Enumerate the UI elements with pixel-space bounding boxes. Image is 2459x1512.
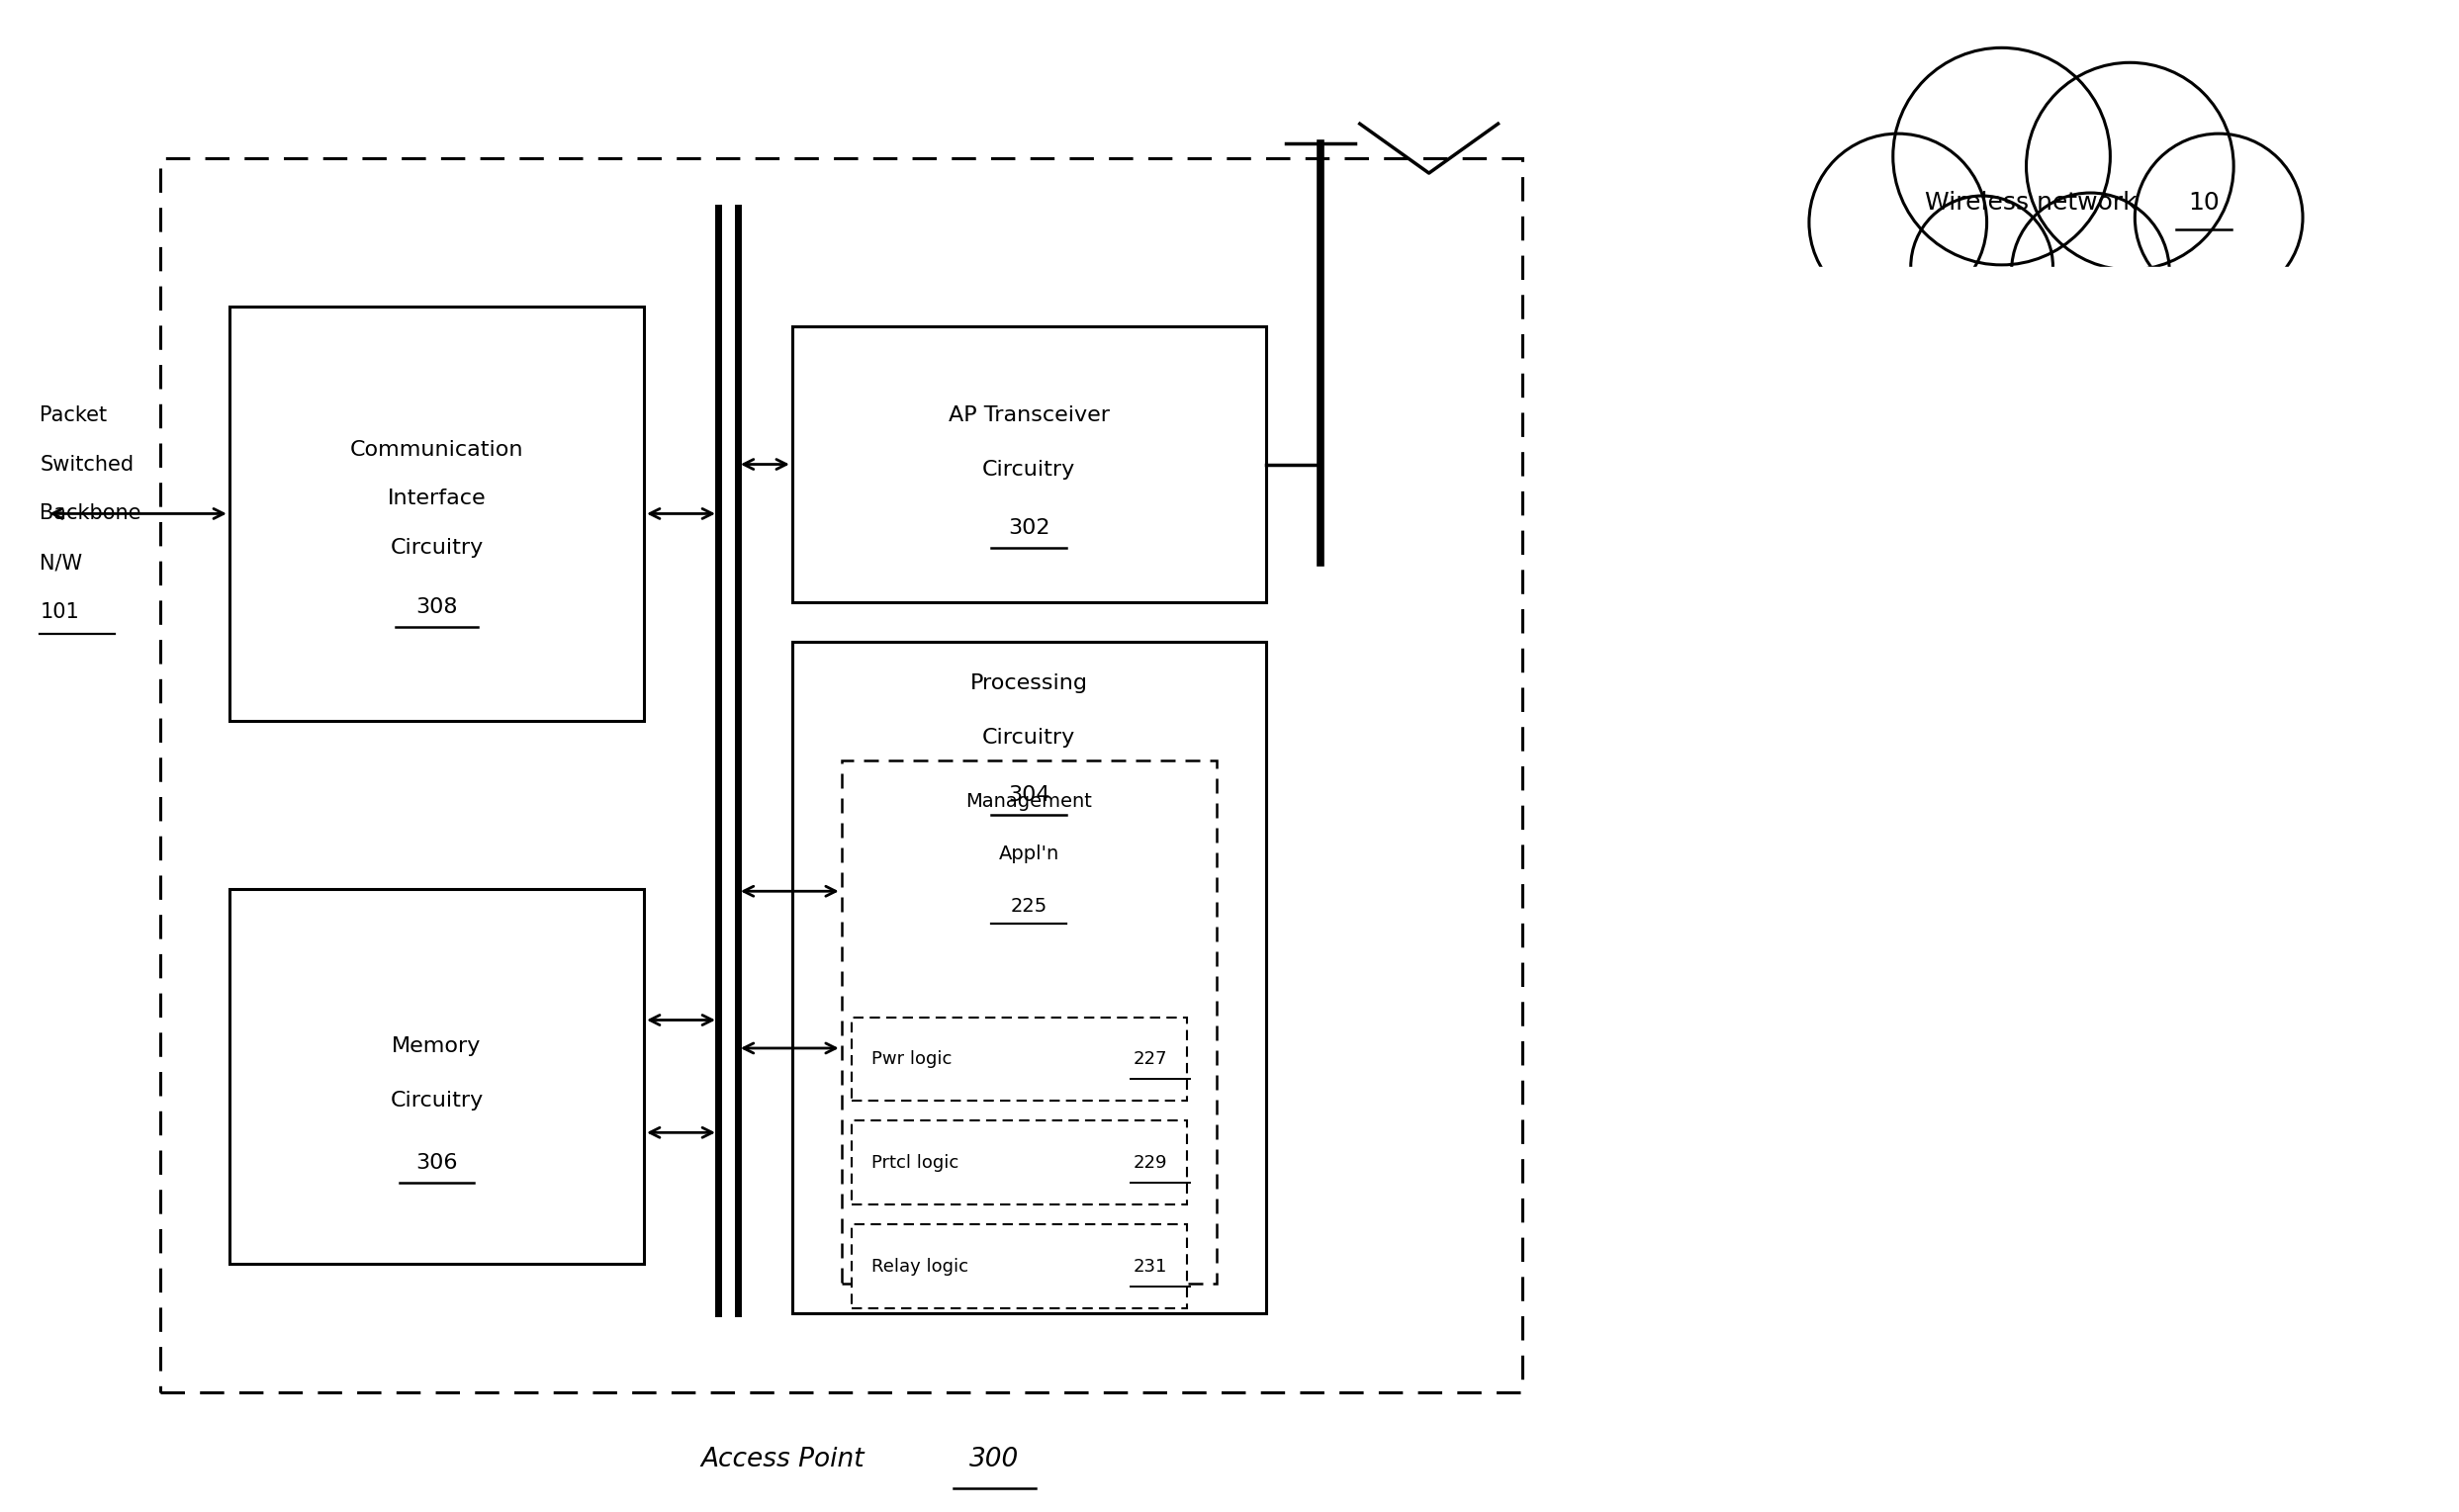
Text: Circuitry: Circuitry [984,460,1075,479]
Text: Relay logic: Relay logic [870,1258,969,1275]
Text: 231: 231 [1134,1258,1166,1275]
Text: 10: 10 [2189,191,2220,215]
Text: Processing: Processing [971,673,1087,694]
Text: Wireless network: Wireless network [1925,191,2137,215]
Bar [160,159,1522,1393]
Text: 304: 304 [1008,785,1050,804]
Circle shape [1810,133,1987,311]
Text: 306: 306 [416,1154,457,1173]
Text: Pwr logic: Pwr logic [870,1051,952,1067]
Bar [851,1120,1188,1205]
Text: 302: 302 [1008,519,1050,538]
Bar [792,327,1266,602]
Text: Memory: Memory [391,1037,482,1057]
Bar [792,643,1266,1314]
Circle shape [1911,197,2053,339]
Text: Prtcl logic: Prtcl logic [870,1154,959,1172]
Text: AP Transceiver: AP Transceiver [949,405,1109,425]
Text: Circuitry: Circuitry [391,1092,484,1111]
Circle shape [1893,48,2110,265]
Bar [229,889,644,1264]
Text: Backbone: Backbone [39,503,140,523]
Bar [1805,268,2307,361]
Circle shape [2011,194,2169,351]
Text: 227: 227 [1134,1051,1168,1067]
Circle shape [2026,62,2233,269]
Text: Communication: Communication [349,440,524,460]
Text: 300: 300 [969,1447,1020,1473]
Text: 229: 229 [1134,1154,1168,1172]
Text: Access Point: Access Point [701,1447,863,1473]
Text: N/W: N/W [39,553,84,573]
Text: Packet: Packet [39,405,108,425]
Bar [841,761,1217,1284]
Text: Appl'n: Appl'n [998,845,1060,863]
Text: 225: 225 [1011,897,1048,916]
Text: Interface: Interface [389,488,487,508]
Text: 308: 308 [416,597,457,617]
Text: 101: 101 [39,602,79,623]
Bar [229,307,644,721]
Text: Management: Management [966,792,1092,812]
Bar [851,1018,1188,1101]
Bar [851,1225,1188,1308]
Text: Switched: Switched [39,455,133,475]
Text: Circuitry: Circuitry [984,727,1075,747]
Text: Circuitry: Circuitry [391,538,484,558]
Circle shape [2134,133,2302,301]
